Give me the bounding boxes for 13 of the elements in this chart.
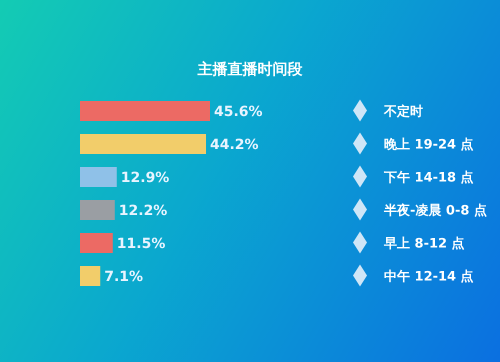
data-label: 45.6% bbox=[214, 104, 263, 120]
y-tick-label: 半夜-凌晨 0-8 点 bbox=[383, 202, 487, 218]
y-tick-label: 中午 12-14 点 bbox=[384, 268, 474, 284]
y-tick-label: 早上 8-12 点 bbox=[383, 236, 465, 252]
data-label: 11.5% bbox=[116, 236, 166, 252]
data-label: 12.9% bbox=[120, 170, 170, 186]
data-label: 44.2% bbox=[210, 137, 259, 153]
data-label: 12.2% bbox=[118, 203, 168, 219]
y-tick-label: 晚上 19-24 点 bbox=[384, 136, 474, 152]
y-tick-label: 不定时 bbox=[383, 104, 423, 120]
text: 主播直播时间段 bbox=[196, 60, 304, 79]
data-label: 7.1% bbox=[104, 269, 144, 285]
y-tick-label: 下午 14-18 点 bbox=[383, 170, 474, 186]
